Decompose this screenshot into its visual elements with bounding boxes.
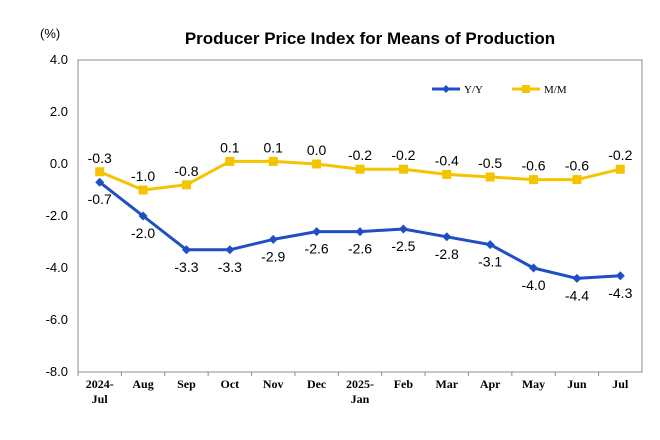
data-point-yy xyxy=(572,273,582,283)
data-label-mm: -0.2 xyxy=(391,147,415,163)
data-label-yy: -2.6 xyxy=(348,241,372,257)
data-point-mm xyxy=(138,185,148,195)
data-label-yy: -4.3 xyxy=(608,285,632,301)
chart-title: Producer Price Index for Means of Produc… xyxy=(185,29,555,48)
data-point-mm xyxy=(95,167,105,177)
data-label-yy: -3.1 xyxy=(478,254,502,270)
y-tick-label: 2.0 xyxy=(50,104,68,119)
data-point-yy xyxy=(268,234,278,244)
y-tick-label: -2.0 xyxy=(46,208,68,223)
x-tick-label: Feb xyxy=(394,377,414,391)
data-point-mm xyxy=(529,175,539,185)
data-point-yy xyxy=(355,227,365,237)
chart-marks xyxy=(95,156,625,283)
data-label-yy: -2.5 xyxy=(391,238,415,254)
data-point-mm xyxy=(181,180,191,190)
data-point-mm xyxy=(485,172,495,182)
y-tick-label: -4.0 xyxy=(46,260,68,275)
data-point-yy xyxy=(312,227,322,237)
data-point-mm xyxy=(312,159,322,169)
y-tick-label: -8.0 xyxy=(46,364,68,379)
data-label-mm: -1.0 xyxy=(131,168,155,184)
data-point-yy xyxy=(485,240,495,250)
data-point-yy xyxy=(181,245,191,255)
y-tick-label: 0.0 xyxy=(50,156,68,171)
data-label-yy: -4.4 xyxy=(565,287,589,303)
data-label-mm: -0.4 xyxy=(435,152,459,168)
data-label-mm: 0.0 xyxy=(307,142,327,158)
x-tick-label: Sep xyxy=(177,377,196,391)
legend: Y/Y M/M xyxy=(432,84,567,96)
data-point-mm xyxy=(615,164,625,174)
data-point-mm xyxy=(355,164,365,174)
y-tick-label: 4.0 xyxy=(50,52,68,67)
x-tick-label: Jan xyxy=(351,392,370,406)
data-label-mm: -0.2 xyxy=(608,147,632,163)
data-label-yy: -2.8 xyxy=(435,246,459,262)
data-point-mm xyxy=(442,169,452,179)
data-label-yy: -3.3 xyxy=(218,259,242,275)
data-label-yy: -2.6 xyxy=(305,241,329,257)
x-tick-label: Oct xyxy=(221,377,240,391)
data-point-yy xyxy=(615,271,625,281)
data-label-yy: -3.3 xyxy=(174,259,198,275)
data-label-yy: -4.0 xyxy=(521,277,545,293)
data-label-yy: -2.0 xyxy=(131,225,155,241)
data-label-mm: -0.3 xyxy=(88,150,112,166)
data-label-yy: -2.9 xyxy=(261,248,285,264)
legend-label: Y/Y xyxy=(464,84,483,96)
y-axis-unit-label: (%) xyxy=(40,26,60,41)
x-tick-label: Aug xyxy=(132,377,153,391)
data-point-yy xyxy=(529,263,539,273)
data-point-mm xyxy=(398,164,408,174)
data-labels: -0.3 -1.0 -0.8 0.1 0.1 0.0 -0.2 -0.2 -0.4 -0.5 -0.… xyxy=(88,139,633,303)
data-label-yy: -0.7 xyxy=(88,191,112,207)
x-tick-label: Mar xyxy=(435,377,458,391)
data-point-mm xyxy=(268,156,278,166)
x-tick-label: Jul xyxy=(92,392,109,406)
data-point-mm xyxy=(225,156,235,166)
legend-label: M/M xyxy=(544,84,567,96)
data-label-mm: -0.6 xyxy=(565,158,589,174)
data-label-mm: -0.8 xyxy=(174,163,198,179)
data-point-yy xyxy=(398,224,408,234)
legend-marker-yy xyxy=(442,85,450,93)
data-point-yy xyxy=(95,177,105,187)
data-point-yy xyxy=(442,232,452,242)
legend-marker-mm xyxy=(522,85,530,93)
plot-frame xyxy=(77,59,643,373)
data-label-mm: -0.5 xyxy=(478,155,502,171)
x-tick-label: Nov xyxy=(263,377,284,391)
x-tick-label: Jun xyxy=(567,377,587,391)
x-tick-label: Jul xyxy=(612,377,629,391)
y-tick-label: -6.0 xyxy=(46,312,68,327)
data-point-yy xyxy=(138,211,148,221)
x-tick-label: 2024- xyxy=(86,377,114,391)
x-tick-label: May xyxy=(522,377,545,391)
data-label-mm: 0.1 xyxy=(263,139,283,155)
data-label-mm: -0.6 xyxy=(521,158,545,174)
x-tick-label: Apr xyxy=(480,377,501,391)
data-point-mm xyxy=(572,175,582,185)
x-tick-label: Dec xyxy=(307,377,327,391)
data-label-mm: 0.1 xyxy=(220,139,240,155)
data-label-mm: -0.2 xyxy=(348,147,372,163)
data-point-yy xyxy=(225,245,235,255)
x-tick-label: 2025- xyxy=(346,377,374,391)
